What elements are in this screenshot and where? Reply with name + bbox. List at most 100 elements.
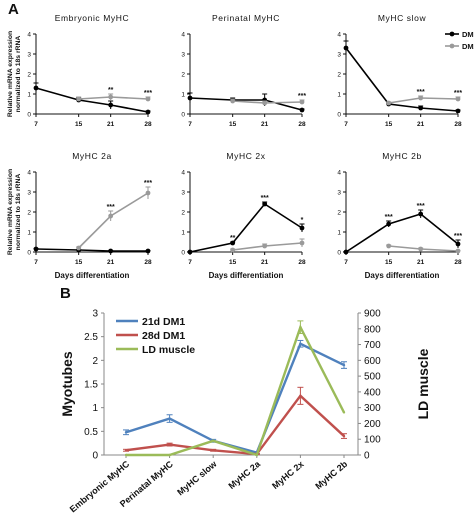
x-category-label: MyHC 2x [270,459,306,491]
data-point-dm2 [386,243,392,249]
chart-title: MyHC slow [378,13,427,23]
data-point-dm1 [343,45,349,51]
panel-a-ylabel: Relative mRNA expressionnormalized to 18… [7,31,22,117]
panel-b: 0 0.5 1 1.5 2 2.5 3 0 100 200 300 400 500 600 700 800 90… [59,309,431,513]
data-point-dm2 [299,99,305,105]
chart-title: Perinatal MyHC [212,13,280,23]
data-point-dm2 [230,98,236,104]
y-tick-label: 2 [181,72,185,79]
y-tick-label: 1 [337,230,341,237]
ylabel-line: Relative mRNA expression [7,169,14,255]
significance-marker: ** [108,87,114,94]
panel-a-label: A [8,1,19,18]
series-line-dm2 [78,192,149,249]
data-point-dm1 [418,211,424,217]
x-tick-label: 15 [229,259,237,266]
y-tick-label: 0 [181,112,185,119]
significance-marker: *** [261,195,269,202]
data-point-dm1 [187,249,193,255]
y-tick-label: 0 [337,250,341,257]
x-tick-label: 7 [34,259,38,266]
panel-a-xlabel: Days differentiation [365,271,440,280]
ylabel-line: Relative mRNA expression [7,31,14,117]
x-tick-label: 28 [454,259,462,266]
y-tick-label: 1 [181,92,185,99]
left-tick-label: 0.5 [84,427,98,438]
chart-title: MyHC 2a [72,151,112,161]
data-point-21d-dm1 [299,342,302,345]
data-point-dm1 [299,225,305,231]
y-tick-label: 2 [27,72,31,79]
data-point-dm2 [386,100,392,106]
x-category-label: MyHC 2a [227,458,263,491]
data-point-dm2 [230,247,236,253]
significance-marker: *** [454,90,462,97]
data-point-ld-muscle [212,439,215,442]
data-point-dm1 [455,108,461,114]
data-point-dm1 [418,105,424,111]
significance-marker: *** [144,90,152,97]
data-point-dm2 [108,94,114,100]
y-tick-label: 3 [337,52,341,59]
x-tick-label: 21 [107,121,115,128]
data-point-dm1 [145,109,151,115]
y-tick-label: 3 [27,190,31,197]
significance-marker: *** [298,93,306,100]
data-point-dm1 [455,241,461,247]
data-point-dm1 [343,249,349,255]
legend-label-dm2: DM2 [462,42,474,51]
x-tick-label: 28 [144,121,152,128]
legend-label-ld-muscle: LD muscle [142,344,195,356]
significance-marker: * [301,217,304,224]
chart-perinatal-myhc: Perinatal MyHC 0 1 2 3 4 7 15 21 28 *** [181,13,306,128]
x-tick-label: 28 [454,121,462,128]
series-line-dm1 [189,202,303,253]
data-point-dm2 [418,95,424,101]
legend-label-21d-dm1: 21d DM1 [142,316,185,328]
data-point-dm1 [230,240,236,246]
x-tick-label: 15 [385,121,393,128]
legend-label-dm1: DM1 [462,30,474,39]
x-tick-label: 7 [34,121,38,128]
significance-marker: ** [230,235,236,242]
x-tick-label: 28 [144,259,152,266]
y-tick-label: 1 [337,92,341,99]
y-tick-label: 4 [181,170,185,177]
y-tick-label: 0 [27,112,31,119]
x-tick-label: 21 [261,121,269,128]
data-point-ld-muscle [124,453,128,457]
series-line-21d-dm1 [125,342,345,455]
series-line-dm2 [388,245,459,252]
x-tick-label: 7 [188,259,192,266]
significance-marker: *** [385,214,393,221]
data-point-dm2 [145,96,151,102]
right-tick-label: 400 [364,387,381,398]
data-point-28d-dm1 [299,394,302,398]
data-point-dm1 [33,85,39,91]
y-tick-label: 3 [181,52,185,59]
series-line-dm1 [189,97,303,111]
data-point-dm2 [108,213,114,219]
y-tick-label: 4 [337,170,341,177]
x-tick-label: 21 [417,121,425,128]
y-tick-label: 1 [27,92,31,99]
data-point-ld-muscle [342,411,346,414]
data-point-dm1 [108,102,114,108]
ylabel-line: normalized to 18s rRNA [15,174,22,251]
y-tick-label: 2 [337,72,341,79]
right-tick-label: 600 [364,356,381,367]
x-category-label: MyHC slow [175,458,219,497]
right-tick-label: 200 [364,419,381,430]
chart-myhc-2a: MyHC 2a 0 1 2 3 4 7 15 21 28 *** *** [27,151,152,266]
data-point-dm1 [262,201,268,207]
legend-label-28d-dm1: 28d DM1 [142,330,185,342]
right-tick-label: 100 [364,435,381,446]
data-point-dm2 [145,190,151,196]
x-tick-label: 28 [298,121,306,128]
y-tick-label: 2 [27,210,31,217]
data-point-28d-dm1 [212,449,215,452]
data-point-dm1 [108,248,114,254]
